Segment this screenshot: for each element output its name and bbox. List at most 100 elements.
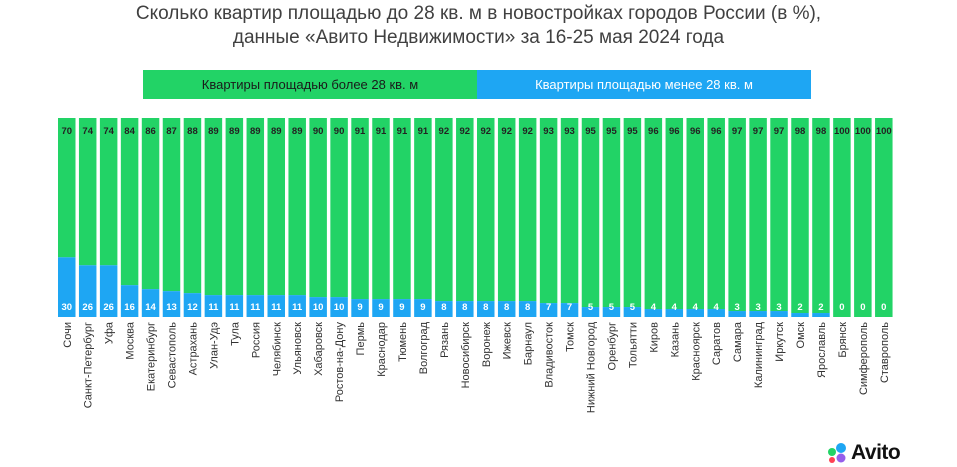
data-label-small: 10 [313,302,324,313]
data-label-small: 12 [187,302,198,313]
data-label-small: 9 [399,302,404,313]
legend: Квартиры площадью более 28 кв. м Квартир… [143,70,811,99]
bar-small [477,301,495,317]
data-label-large: 89 [271,126,282,137]
bar-large [477,118,495,302]
data-label-large: 97 [753,126,764,137]
data-label-small: 0 [839,302,844,313]
bar-large [435,118,453,302]
category-label: Барнаул [523,322,535,365]
bar-large [58,118,76,258]
bar-small [791,313,809,317]
category-label: Тольятти [627,322,639,368]
bar-group: 92 8 Воронеж [477,118,495,367]
bar-small [393,299,411,317]
data-label-large: 70 [61,126,72,137]
bar-large [770,118,788,312]
bar-group: 93 7 Владивосток [539,118,558,388]
bar-group: 88 12 Астрахань [183,118,202,376]
data-label-large: 89 [250,126,261,137]
data-label-large: 87 [166,126,177,137]
bar-group: 97 3 Самара [728,118,746,362]
bar-small [749,311,767,317]
bar-small [665,309,684,317]
data-label-large: 100 [855,126,871,137]
category-label: Астрахань [187,322,199,376]
avito-logo-text: Avito [851,441,901,464]
data-label-small: 10 [334,302,345,313]
bar-group: 91 9 Пермь [351,118,369,355]
category-label: Симферополь [858,322,870,395]
data-label-large: 98 [816,126,827,137]
bar-large [120,118,139,286]
data-label-large: 91 [376,126,387,137]
data-label-large: 89 [292,126,303,137]
category-label: Воронеж [481,321,493,367]
category-label: Хабаровск [313,322,325,376]
data-label-large: 93 [543,126,554,137]
data-label-large: 91 [397,126,408,137]
data-label-large: 90 [313,126,324,137]
data-label-large: 95 [606,126,617,137]
bar-large [351,118,369,300]
bar-group: 90 10 Хабаровск [309,118,327,376]
category-label: Саратов [711,322,723,365]
data-label-small: 4 [693,302,699,313]
data-label-large: 92 [501,126,512,137]
data-label-small: 8 [462,302,467,313]
bar-small [204,295,223,317]
bar-small [623,307,642,317]
data-label-small: 0 [881,302,886,313]
bar-group: 91 9 Тюмень [393,118,411,362]
data-label-large: 96 [711,126,722,137]
data-label-small: 5 [588,302,594,313]
category-label: Санкт-Петербург [83,322,95,408]
bar-large [456,118,474,302]
category-label: Калининград [753,321,765,388]
category-label: Пермь [355,322,367,356]
bar-large [225,118,244,296]
data-label-small: 9 [420,302,425,313]
bar-group: 96 4 Красноярск [686,118,704,381]
category-label: Томск [565,322,577,352]
bar-group: 90 10 Ростов-на-Дону [330,118,348,402]
bar-group: 96 4 Саратов [707,118,725,365]
data-label-large: 96 [669,126,680,137]
bar-small [728,311,746,317]
category-label: Оренбург [606,322,618,370]
category-label: Сочи [62,322,74,348]
bar-small [99,265,118,317]
data-label-large: 100 [834,126,850,137]
data-label-small: 16 [124,302,135,313]
bar-large [267,118,285,296]
data-label-large: 86 [145,126,156,137]
category-label: Волгоград [418,321,430,374]
data-label-small: 4 [672,302,678,313]
bar-large [288,118,306,296]
category-label: Нижний Новгород [586,321,598,413]
data-label-small: 2 [797,302,802,313]
bar-large [539,118,558,304]
data-label-small: 14 [145,302,156,313]
bar-group: 96 4 Киров [644,118,663,353]
category-label: Киров [648,322,660,353]
bar-small [162,291,181,317]
bar-small [560,303,579,317]
bar-small [644,309,663,317]
data-label-large: 92 [522,126,533,137]
category-label: Брянск [837,322,849,358]
bar-large [812,118,830,314]
data-label-small: 0 [860,302,865,313]
bar-large [749,118,767,312]
bar-large [497,118,516,302]
bar-large [141,118,160,290]
bar-large [372,118,390,300]
avito-dots-icon [828,443,846,463]
data-label-large: 92 [439,126,450,137]
bar-small [686,309,704,317]
data-label-small: 4 [714,302,720,313]
bar-group: 92 8 Барнаул [518,118,537,365]
data-label-large: 100 [876,126,892,137]
bar-small [518,301,537,317]
bar-large [204,118,223,296]
